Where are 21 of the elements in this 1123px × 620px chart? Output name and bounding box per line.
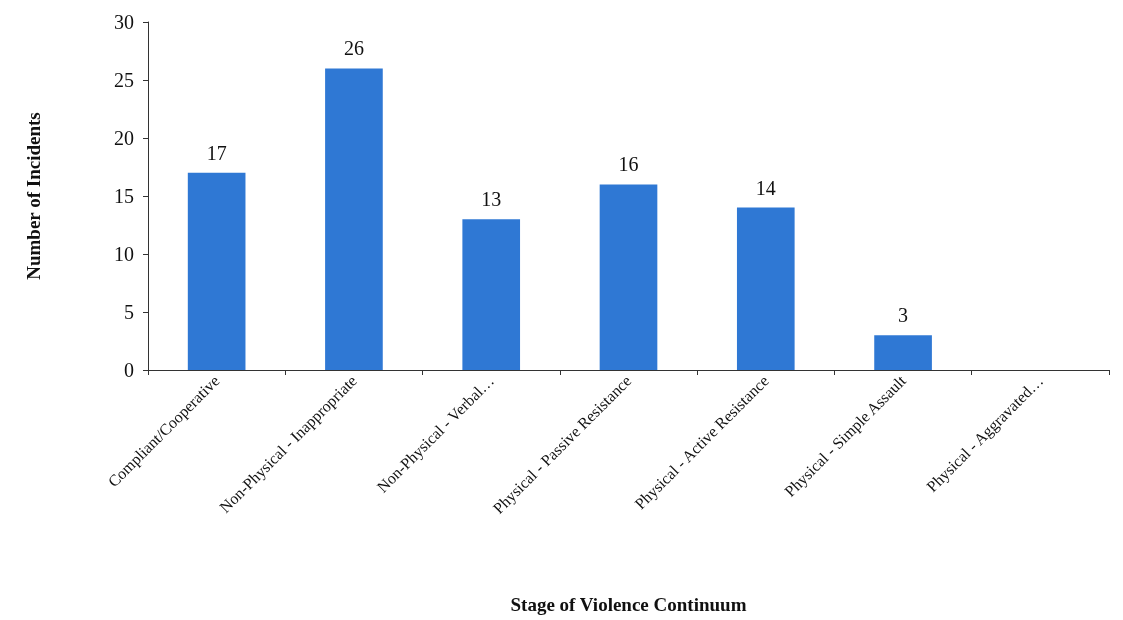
data-label: 26: [343, 37, 364, 60]
data-label: 16: [618, 153, 639, 176]
data-label: 17: [206, 141, 227, 164]
data-label: 13: [481, 188, 502, 211]
y-tick-label: 15: [114, 185, 134, 207]
y-tick-label: 20: [114, 127, 134, 149]
data-label: 14: [755, 176, 776, 199]
data-label: 3: [898, 304, 909, 327]
bar: [462, 219, 521, 370]
y-tick-label: 25: [114, 69, 134, 91]
bar: [599, 184, 658, 370]
y-tick-label: 10: [114, 243, 134, 265]
x-axis-title: Stage of Violence Continuum: [510, 594, 747, 615]
y-axis-title: Number of Incidents: [23, 112, 44, 280]
y-tick-label: 0: [124, 359, 134, 381]
y-tick-label: 5: [124, 301, 134, 323]
bar: [325, 68, 383, 370]
y-tick-label: 30: [114, 11, 134, 33]
bar: [187, 172, 246, 370]
bar: [874, 335, 932, 370]
bar: [736, 207, 795, 370]
